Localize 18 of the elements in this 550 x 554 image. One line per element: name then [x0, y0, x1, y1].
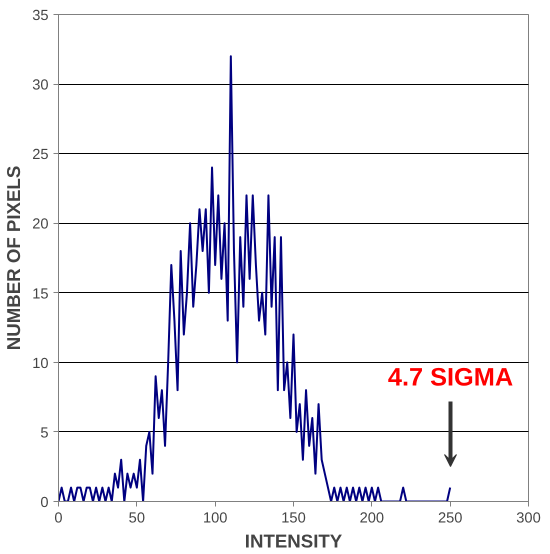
- annotation: 4.7 SIGMA: [388, 364, 514, 392]
- x-tick-label: 200: [360, 510, 384, 526]
- x-tick-label: 0: [54, 510, 63, 526]
- x-tick-label: 300: [516, 510, 541, 526]
- y-tick-label: 0: [40, 495, 49, 511]
- x-axis-title: INTENSITY: [244, 530, 343, 552]
- y-tick-label: 10: [32, 356, 49, 372]
- x-tick-label: 50: [128, 510, 145, 526]
- y-tick-label: 20: [32, 216, 49, 233]
- y-tick-label: 25: [32, 147, 49, 164]
- x-tick-label: 150: [281, 510, 306, 526]
- y-axis-title: NUMBER OF PIXELS: [3, 166, 24, 350]
- x-tick-label: 250: [438, 510, 462, 526]
- y-tick-label: 30: [32, 78, 49, 94]
- y-tick-label: 15: [32, 286, 49, 302]
- x-tick-label: 100: [202, 510, 228, 526]
- y-tick-label: 5: [40, 425, 49, 442]
- y-tick-label: 35: [32, 8, 49, 24]
